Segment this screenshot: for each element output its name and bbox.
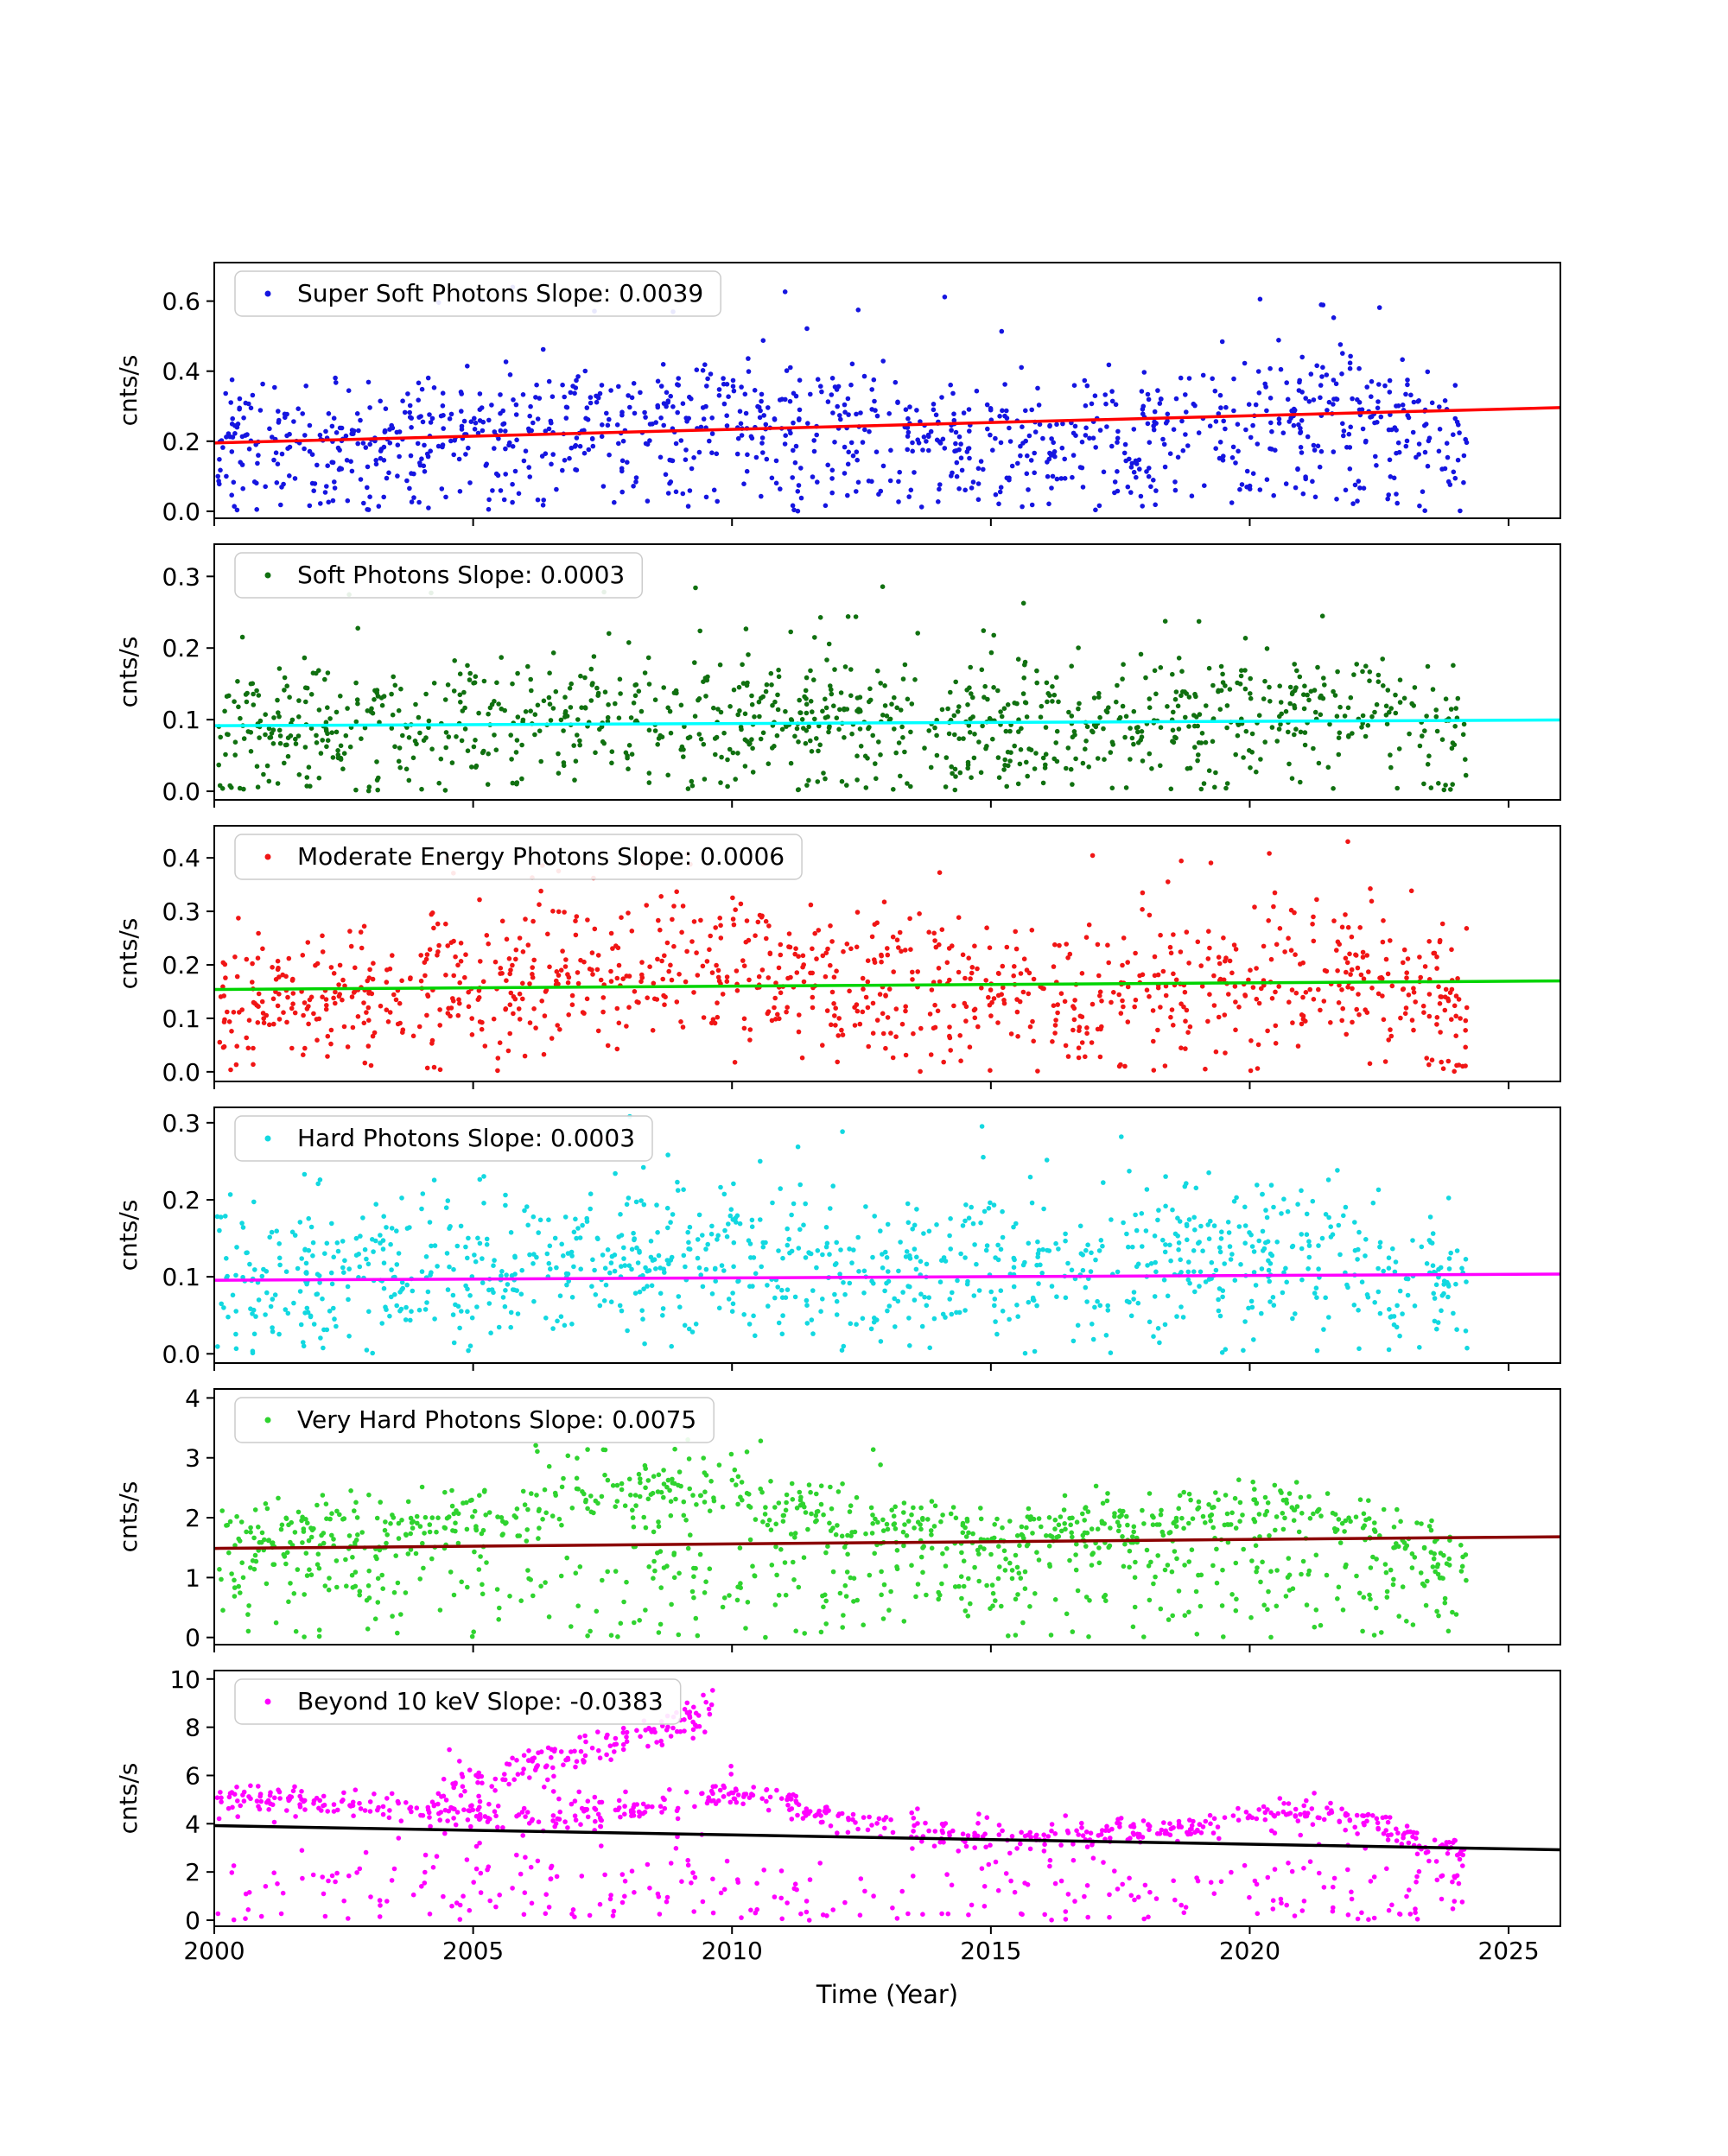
axes-box: [213, 543, 1561, 801]
y-tick-label: 0.2: [162, 428, 200, 456]
subplot-super_soft_photons: 0.0 0.2 0.4 0.6 cnts/s Super Soft Photons Slo…: [114, 262, 1561, 526]
axes-box: [213, 262, 1561, 519]
legend-label: Hard Photons Slope: 0.0003: [297, 1124, 635, 1152]
y-tick-label: 0.2: [162, 1186, 200, 1214]
x-tick-label: 2010: [702, 1937, 763, 1965]
y-tick-label: 0.6: [162, 288, 200, 316]
x-tick-label: 2000: [183, 1937, 245, 1965]
y-tick-label: 0.4: [162, 358, 200, 386]
y-tick-label: 10: [169, 1665, 200, 1694]
y-tick-label: 0.0: [162, 1058, 200, 1087]
legend-label: Very Hard Photons Slope: 0.0075: [297, 1405, 696, 1434]
y-tick-label: 0.2: [162, 634, 200, 663]
scatter-points: [214, 1113, 1470, 1356]
axes-box: [213, 1107, 1561, 1364]
y-tick-label: 0.2: [162, 951, 200, 980]
legend-marker: [264, 1698, 271, 1705]
trend-line: [213, 1823, 1561, 1852]
trend-line: [213, 406, 1561, 445]
subplot-soft_photons: 0.0 0.1 0.2 0.3 cnts/s Soft Photons Slope: 0.…: [114, 543, 1561, 808]
y-tick-label: 0.1: [162, 1263, 200, 1291]
trend-line: [213, 718, 1561, 727]
legend-label: Soft Photons Slope: 0.0003: [297, 561, 625, 589]
trend-line: [213, 1535, 1561, 1550]
trend-line: [213, 1272, 1561, 1282]
legend: Super Soft Photons Slope: 0.0039: [234, 270, 721, 317]
legend-label: Super Soft Photons Slope: 0.0039: [297, 279, 703, 308]
y-tick-label: 1: [185, 1563, 200, 1592]
y-axis-label: cnts/s: [114, 1481, 143, 1553]
axes-box: [213, 1670, 1561, 1927]
legend: Beyond 10 keV Slope: -0.0383: [234, 1678, 682, 1725]
legend-marker: [264, 1417, 271, 1424]
legend-frame: [234, 1397, 715, 1443]
x-tick-label: 2025: [1477, 1937, 1539, 1965]
y-tick-label: 0.3: [162, 897, 200, 926]
y-tick-label: 0.1: [162, 1005, 200, 1033]
y-axis-label: cnts/s: [114, 355, 143, 427]
x-tick-label: 2020: [1219, 1937, 1280, 1965]
y-tick-label: 0.3: [162, 1109, 200, 1138]
subplot-beyond_10_kev: 0 2 4 6 8 10 2000 2005 2010 2015 2020 2025 cnts/s Bey…: [114, 1665, 1561, 1965]
legend-marker: [264, 290, 271, 297]
y-axis-label: cnts/s: [114, 918, 143, 990]
scatter-points: [216, 584, 1469, 794]
subplot-moderate_energy_photons: 0.0 0.1 0.2 0.3 0.4 cnts/s Moderate Energy Pho…: [114, 825, 1561, 1089]
y-axis-label: cnts/s: [114, 637, 143, 708]
y-tick-label: 2: [185, 1858, 200, 1886]
y-tick-label: 0.3: [162, 562, 200, 591]
legend-frame: [234, 834, 803, 880]
y-tick-label: 4: [185, 1384, 200, 1412]
y-tick-label: 0: [185, 1906, 200, 1935]
y-tick-label: 0.0: [162, 498, 200, 526]
x-tick-label: 2005: [442, 1937, 504, 1965]
y-tick-label: 4: [185, 1810, 200, 1838]
legend-marker: [264, 572, 271, 579]
legend-label: Beyond 10 keV Slope: -0.0383: [297, 1687, 664, 1715]
y-tick-label: 0.0: [162, 1340, 200, 1368]
legend-marker: [264, 853, 271, 860]
legend-frame: [234, 1678, 682, 1725]
scatter-points: [214, 1688, 1467, 1923]
y-tick-label: 0: [185, 1624, 200, 1652]
legend-frame: [234, 1115, 653, 1162]
y-tick-label: 8: [185, 1714, 200, 1742]
legend-frame: [234, 552, 643, 599]
legend: Very Hard Photons Slope: 0.0075: [234, 1397, 715, 1443]
subplot-very_hard_photons: 0 1 2 3 4 cnts/s Very Hard Photons Slope: 0.00…: [114, 1384, 1561, 1652]
y-tick-label: 3: [185, 1444, 200, 1473]
y-tick-label: 0.0: [162, 777, 200, 806]
scatter-points: [217, 1436, 1469, 1640]
legend-marker: [264, 1135, 271, 1142]
legend-frame: [234, 270, 721, 317]
legend: Moderate Energy Photons Slope: 0.0006: [234, 834, 803, 880]
legend: Soft Photons Slope: 0.0003: [234, 552, 643, 599]
y-tick-label: 2: [185, 1504, 200, 1532]
y-tick-label: 0.1: [162, 706, 200, 734]
y-axis-label: cnts/s: [114, 1200, 143, 1271]
legend-label: Moderate Energy Photons Slope: 0.0006: [297, 842, 785, 871]
x-tick-label: 2015: [960, 1937, 1021, 1965]
scatter-points: [215, 284, 1470, 514]
y-axis-label: cnts/s: [114, 1763, 143, 1835]
axes-box: [213, 825, 1561, 1082]
legend: Hard Photons Slope: 0.0003: [234, 1115, 653, 1162]
x-axis-label: Time (Year): [816, 1980, 959, 2009]
y-tick-label: 0.4: [162, 844, 200, 872]
scatter-points: [217, 839, 1470, 1075]
y-tick-label: 6: [185, 1761, 200, 1790]
trend-line: [213, 979, 1561, 992]
axes-box: [213, 1388, 1561, 1646]
subplot-hard_photons: 0.0 0.1 0.2 0.3 cnts/s Hard Photons Slope: 0.…: [114, 1107, 1561, 1371]
